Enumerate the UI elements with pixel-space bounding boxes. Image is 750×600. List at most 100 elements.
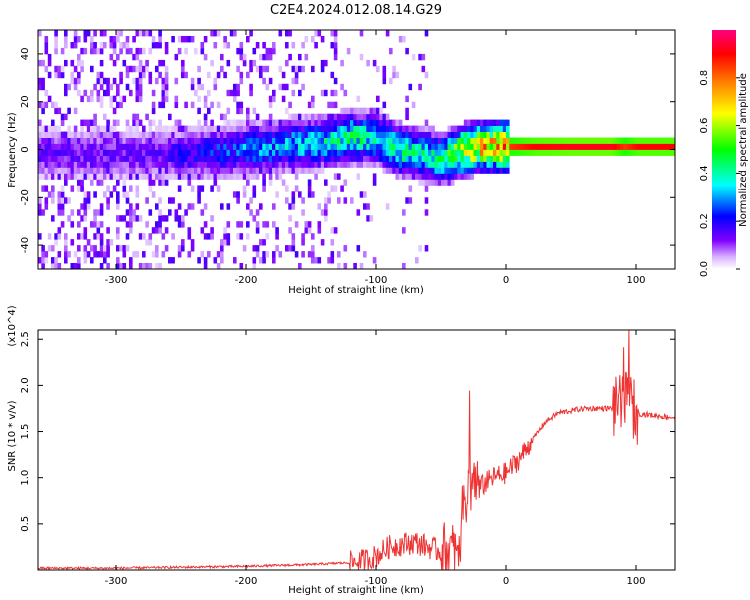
heatmap-cell: [233, 137, 237, 144]
heatmap-cell: [421, 143, 426, 150]
heatmap-cell: [463, 155, 468, 162]
heatmap-cell: [298, 149, 302, 156]
heatmap-cell: [164, 179, 169, 186]
heatmap-cell: [418, 179, 422, 186]
heatmap-cell: [57, 71, 62, 79]
heatmap-cell: [83, 161, 88, 168]
heatmap-cell: [444, 179, 448, 186]
heatmap-cell: [415, 143, 419, 150]
heatmap-cell: [129, 149, 133, 156]
heatmap-cell: [161, 101, 166, 109]
heatmap-cell: [142, 71, 146, 79]
heatmap-cell: [424, 125, 429, 132]
heatmap-cell: [567, 143, 572, 150]
heatmap-cell: [272, 257, 276, 264]
heatmap-cell: [90, 137, 94, 144]
heatmap-cell: [405, 173, 409, 180]
heatmap-cell: [190, 173, 195, 180]
heatmap-cell: [161, 59, 166, 67]
heatmap-cell: [119, 143, 123, 150]
heatmap-cell: [64, 179, 68, 186]
heatmap-cell: [38, 119, 42, 126]
snr-x-ticks: -300 -200 -100 0 100: [105, 330, 646, 587]
colorbar-tick-label: 0.8: [699, 70, 710, 86]
heatmap-cell: [155, 245, 159, 252]
heatmap-cell: [441, 161, 445, 168]
heatmap-cell: [314, 113, 318, 121]
heatmap-cell: [210, 155, 214, 162]
heatmap-cell: [161, 179, 166, 186]
heatmap-cell: [408, 185, 413, 192]
heatmap-cell: [197, 77, 201, 85]
heatmap-cell: [213, 77, 218, 85]
heatmap-cell: [376, 119, 380, 126]
heatmap-cell: [340, 125, 344, 132]
heatmap-cell: [265, 125, 270, 132]
heatmap-cell: [428, 137, 432, 144]
heatmap-cell: [41, 167, 45, 174]
heatmap-cell: [109, 191, 114, 198]
heatmap-cell: [525, 149, 530, 156]
heatmap-cell: [213, 131, 218, 138]
heatmap-cell: [291, 89, 296, 97]
heatmap-cell: [135, 113, 140, 121]
heatmap-cell: [213, 149, 218, 156]
heatmap-cell: [275, 227, 279, 234]
heatmap-cell: [41, 173, 45, 180]
heatmap-cell: [480, 143, 484, 150]
heatmap-cell: [333, 89, 338, 97]
heatmap-cell: [330, 137, 335, 144]
heatmap-cell: [135, 251, 140, 258]
heatmap-cell: [223, 173, 227, 180]
heatmap-cell: [460, 149, 465, 156]
heatmap-cell: [99, 42, 104, 49]
heatmap-cell: [346, 47, 351, 55]
heatmap-cell: [233, 30, 237, 37]
heatmap-cell: [168, 161, 172, 168]
heatmap-cell: [415, 125, 419, 132]
heatmap-cell: [272, 137, 276, 144]
heatmap-cell: [447, 137, 452, 144]
heatmap-cell: [372, 59, 377, 67]
heatmap-cell: [220, 143, 224, 150]
heatmap-cell: [145, 197, 149, 204]
heatmap-cell: [268, 77, 273, 85]
heatmap-cell: [379, 137, 383, 144]
heatmap-cell: [262, 149, 266, 156]
heatmap-cell: [236, 137, 240, 144]
heatmap-cell: [363, 113, 367, 121]
heatmap-cell: [96, 143, 101, 150]
heatmap-cell: [294, 221, 299, 228]
heatmap-cell: [129, 167, 133, 174]
heatmap-cell: [294, 251, 299, 258]
heatmap-cell: [145, 113, 149, 121]
heatmap-cell: [155, 263, 159, 269]
heatmap-cell: [197, 131, 201, 138]
heatmap-cell: [346, 155, 351, 162]
heatmap-cell: [265, 137, 270, 144]
heatmap-cell: [138, 233, 143, 240]
heatmap-cell: [359, 113, 364, 121]
heatmap-cell: [265, 131, 270, 138]
heatmap-cell: [64, 83, 68, 91]
heatmap-cell: [314, 257, 318, 264]
heatmap-cell: [421, 131, 426, 138]
heatmap-cell: [376, 137, 380, 144]
heatmap-cell: [320, 59, 325, 67]
heatmap-cell: [259, 161, 263, 168]
heatmap-cell: [255, 131, 260, 138]
heatmap-cell: [103, 89, 107, 97]
heatmap-cell: [385, 149, 390, 156]
heatmap-cell: [398, 119, 403, 126]
heatmap-cell: [311, 101, 315, 109]
heatmap-cell: [304, 137, 309, 144]
heatmap-cell: [103, 131, 107, 138]
heatmap-cell: [369, 131, 374, 138]
heatmap-cell: [405, 167, 409, 174]
heatmap-cell: [353, 137, 357, 144]
heatmap-cell: [132, 167, 136, 174]
heatmap-cell: [239, 149, 244, 156]
heatmap-cell: [207, 251, 211, 258]
heatmap-cell: [343, 161, 348, 168]
heatmap-cell: [220, 131, 224, 138]
